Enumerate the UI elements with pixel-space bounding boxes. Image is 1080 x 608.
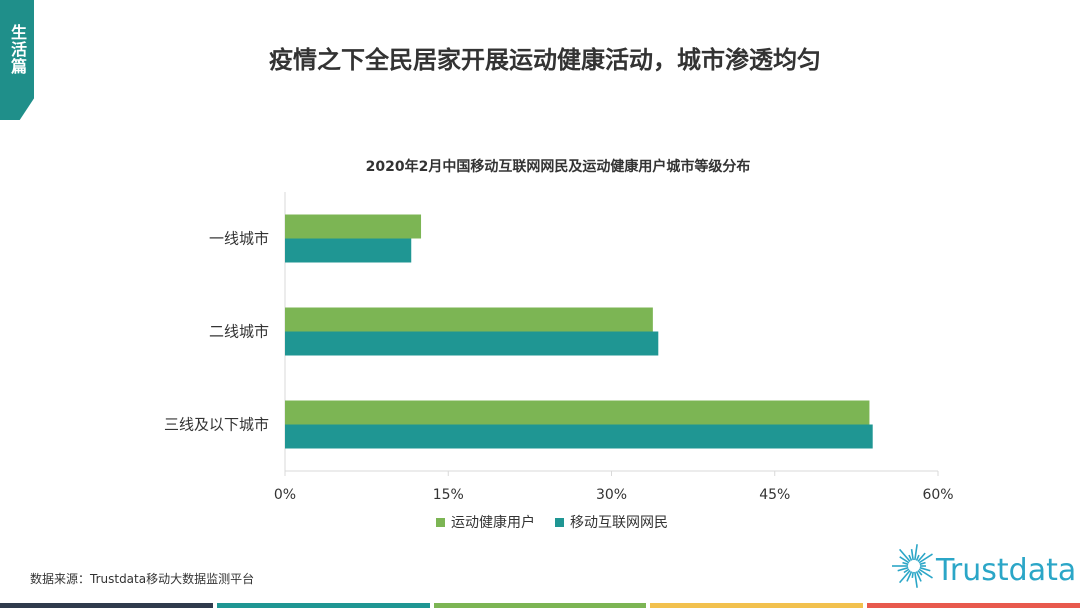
footer-color-bar: [0, 603, 1080, 608]
sunburst-ray: [919, 561, 926, 566]
logo-text: Trustdata: [936, 553, 1077, 588]
sunburst-ray: [903, 568, 910, 574]
legend-item-sports-users: 运动健康用户: [436, 512, 535, 532]
sunburst-ray: [898, 570, 911, 584]
x-tick-label: 0%: [274, 487, 296, 503]
sunburst-ray: [917, 570, 923, 576]
page-title: 疫情之下全民居家开展运动健康活动，城市渗透均匀: [269, 46, 821, 74]
bar-mobile-netizens: [285, 238, 412, 263]
sunburst-ray: [915, 571, 922, 582]
footer-bar-segment: [650, 603, 864, 608]
sunburst-ray: [898, 548, 911, 562]
chart-title: 2020年2月中国移动互联网网民及运动健康用户城市等级分布: [365, 159, 751, 175]
sunburst-ray: [906, 571, 913, 582]
sunburst-ray: [918, 568, 933, 579]
sunburst-ray: [908, 554, 913, 561]
trustdata-logo: Trustdata: [890, 536, 1076, 596]
sunburst-ray: [902, 561, 909, 566]
legend-label-sports-users: 运动健康用户: [451, 515, 535, 531]
sunburst-ray: [897, 566, 909, 572]
data-source-note: 数据来源：Trustdata移动大数据监测平台: [30, 572, 255, 586]
bar-sports-users: [285, 214, 422, 239]
bar-sports-users: [285, 400, 870, 425]
section-tab: [0, 0, 34, 120]
sunburst-ray: [917, 552, 926, 562]
x-tick-label: 60%: [922, 487, 953, 503]
legend-item-mobile-netizens: 移动互联网网民: [555, 512, 668, 532]
x-tick-label: 15%: [433, 487, 464, 503]
bar-mobile-netizens: [285, 331, 659, 356]
sunburst-icon: [892, 544, 933, 588]
legend-label-mobile-netizens: 移动互联网网民: [570, 515, 668, 531]
category-label: 三线及以下城市: [164, 416, 269, 434]
sunburst-ray: [918, 553, 933, 564]
chart-legend: 运动健康用户 移动互联网网民: [436, 512, 668, 532]
sunburst-ray: [914, 544, 918, 561]
x-tick-label: 45%: [759, 487, 790, 503]
section-tab-label: 生活篇: [8, 24, 27, 75]
sunburst-ray: [910, 549, 914, 561]
footer-bar-segment: [867, 603, 1080, 608]
legend-swatch-mobile-netizens: [555, 517, 564, 527]
x-tick-label: 30%: [596, 487, 627, 503]
category-label: 一线城市: [209, 230, 269, 248]
sunburst-ray: [899, 556, 910, 564]
sunburst-ray: [915, 554, 920, 561]
sunburst-ray: [911, 571, 914, 578]
footer-bar-segment: [216, 603, 430, 608]
legend-swatch-sports-users: [436, 517, 445, 527]
footer-bar-segment: [0, 603, 213, 608]
sunburst-ray: [914, 571, 918, 588]
category-label: 二线城市: [209, 323, 269, 341]
sunburst-ray: [919, 566, 931, 572]
bar-mobile-netizens: [285, 424, 873, 449]
footer-bar-segment: [433, 603, 647, 608]
bar-sports-users: [285, 307, 653, 332]
